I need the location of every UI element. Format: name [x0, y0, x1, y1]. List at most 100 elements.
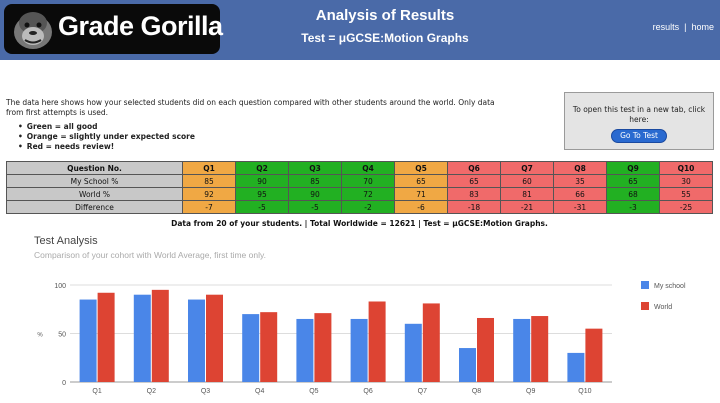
- x-tick-label: Q9: [526, 388, 535, 395]
- x-tick-label: Q3: [201, 388, 210, 395]
- table-cell: 70: [341, 174, 395, 188]
- x-tick-label: Q7: [418, 388, 427, 395]
- question-header: Q8: [553, 161, 607, 175]
- question-header: Q3: [288, 161, 342, 175]
- results-table: Question No. Q1 Q2 Q3 Q4 Q5 Q6 Q7 Q8 Q9 …: [6, 161, 713, 214]
- bar-world: [151, 289, 169, 382]
- table-cell: 71: [394, 187, 448, 201]
- y-tick-label: 0: [62, 380, 66, 387]
- summary-line: Data from 20 of your students. | Total W…: [171, 219, 548, 228]
- nav-link-home[interactable]: home: [691, 22, 714, 32]
- bar-world: [314, 313, 332, 382]
- table-cell: 35: [553, 174, 607, 188]
- color-key-item-green: Green = all good: [18, 122, 195, 132]
- page-subtitle: Test = μGCSE:Motion Graphs: [301, 31, 469, 45]
- table-cell: -31: [553, 200, 607, 214]
- bar-my-school: [133, 294, 151, 382]
- top-nav: results | home: [653, 22, 714, 32]
- x-tick-label: Q4: [255, 388, 264, 395]
- color-key: Green = all good Orange = slightly under…: [18, 122, 195, 152]
- bar-world: [206, 294, 223, 382]
- nav-separator: |: [684, 22, 687, 32]
- table-row-my-school: My School % 85 90 85 70 65 65 60 35 65 3…: [6, 174, 713, 188]
- color-key-item-orange: Orange = slightly under expected score: [18, 132, 195, 142]
- table-cell: -18: [447, 200, 501, 214]
- table-cell: -21: [500, 200, 554, 214]
- table-header-label: Question No.: [6, 161, 183, 175]
- x-tick-label: Q8: [472, 388, 481, 395]
- question-header: Q10: [659, 161, 713, 175]
- bar-my-school: [242, 314, 260, 382]
- gorilla-icon: [14, 12, 52, 49]
- table-cell: 65: [606, 174, 660, 188]
- legend-swatch: [641, 281, 649, 289]
- table-cell: 72: [341, 187, 395, 201]
- header-bar: Grade Gorilla Analysis of Results Test =…: [0, 0, 720, 60]
- question-header: Q5: [394, 161, 448, 175]
- table-cell: 66: [553, 187, 607, 201]
- x-tick-label: Q5: [309, 388, 318, 395]
- legend-label: World: [654, 304, 672, 311]
- table-cell: 90: [235, 174, 289, 188]
- logo[interactable]: Grade Gorilla: [4, 4, 223, 54]
- y-tick-label: 100: [54, 283, 66, 290]
- x-tick-label: Q2: [147, 388, 156, 395]
- table-row-world: World % 92 95 90 72 71 83 81 66 68 55: [6, 187, 713, 201]
- question-header: Q7: [500, 161, 554, 175]
- row-label: Difference: [6, 200, 183, 214]
- question-header: Q4: [341, 161, 395, 175]
- page-title: Analysis of Results: [315, 7, 455, 24]
- row-label: World %: [6, 187, 183, 201]
- legend-label: My school: [654, 283, 686, 290]
- intro-text: The data here shows how your selected st…: [6, 98, 495, 117]
- table-cell: -6: [394, 200, 448, 214]
- table-cell: 92: [182, 187, 236, 201]
- question-header: Q1: [182, 161, 236, 175]
- bar-world: [368, 301, 386, 382]
- bar-world: [422, 303, 440, 382]
- bar-my-school: [513, 318, 531, 382]
- logo-text: Grade Gorilla: [58, 11, 223, 41]
- bar-my-school: [79, 299, 97, 382]
- question-header: Q6: [447, 161, 501, 175]
- chart-title: Test Analysis: [34, 235, 98, 247]
- table-cell: 83: [447, 187, 501, 201]
- row-label: My School %: [6, 174, 183, 188]
- table-cell: 68: [606, 187, 660, 201]
- bar-world: [585, 328, 603, 382]
- question-header: Q9: [606, 161, 660, 175]
- table-cell: 90: [288, 187, 342, 201]
- color-key-item-red: Red = needs review!: [18, 142, 195, 152]
- x-tick-label: Q6: [363, 388, 372, 395]
- bar-chart: 0 50 100% Q1 Q2 Q3 Q4 Q5 Q6 Q7 Q8 Q9 Q10 My school Wor…: [37, 281, 686, 395]
- open-test-box: To open this test in a new tab, click he…: [564, 92, 714, 150]
- open-test-text: To open this test in a new tab, click he…: [572, 105, 706, 124]
- chart-subtitle: Comparison of your cohort with World Ave…: [34, 250, 266, 260]
- table-cell: 85: [288, 174, 342, 188]
- nav-link-results[interactable]: results: [652, 22, 680, 32]
- table-cell: -7: [182, 200, 236, 214]
- table-cell: 55: [659, 187, 713, 201]
- bar-my-school: [350, 318, 368, 382]
- bar-my-school: [404, 323, 422, 382]
- table-cell: 95: [235, 187, 289, 201]
- table-cell: -2: [341, 200, 395, 214]
- go-to-test-button[interactable]: Go To Test: [611, 129, 667, 143]
- y-axis-label: %: [37, 333, 43, 339]
- legend-swatch: [641, 302, 649, 310]
- table-cell: -25: [659, 200, 713, 214]
- table-row-difference: Difference -7 -5 -5 -2 -6 -18 -21 -31 -3…: [6, 200, 713, 214]
- bar-my-school: [567, 352, 585, 382]
- bar-my-school: [188, 299, 205, 382]
- table-cell: -5: [288, 200, 342, 214]
- bar-world: [260, 312, 278, 382]
- y-tick-label: 50: [58, 332, 66, 339]
- table-cell: 60: [500, 174, 554, 188]
- x-tick-label: Q1: [92, 388, 101, 395]
- question-header: Q2: [235, 161, 289, 175]
- bar-world: [97, 292, 115, 382]
- table-cell: -3: [606, 200, 660, 214]
- table-cell: -5: [235, 200, 289, 214]
- table-header-row: Question No. Q1 Q2 Q3 Q4 Q5 Q6 Q7 Q8 Q9 …: [6, 161, 713, 175]
- bar-world: [477, 317, 494, 382]
